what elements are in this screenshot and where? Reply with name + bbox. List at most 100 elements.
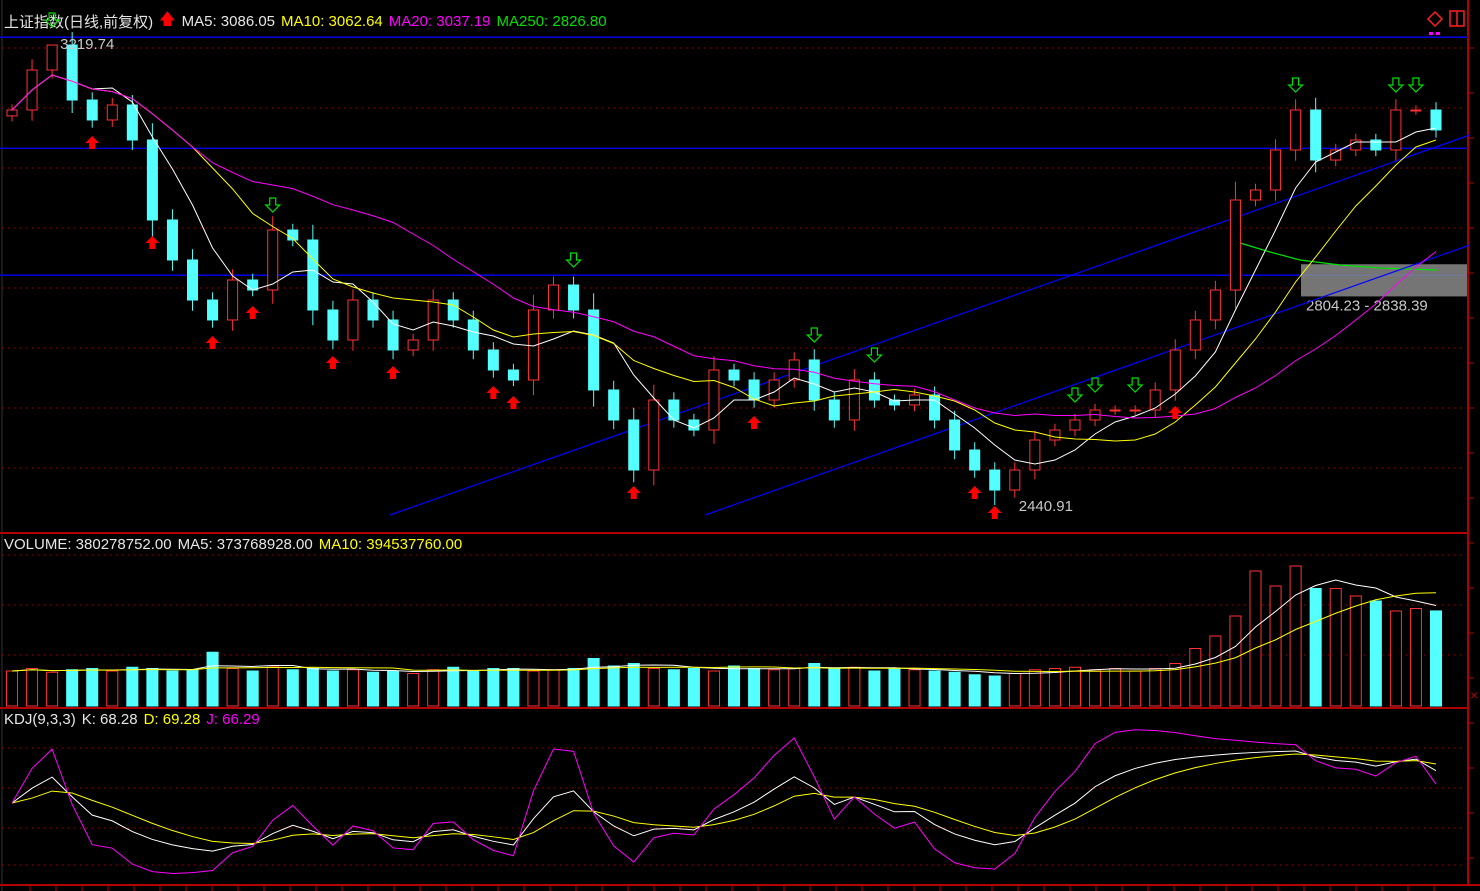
candle-body (126, 104, 138, 141)
price-band (1301, 264, 1467, 297)
ma20-value: MA20: 3037.19 (388, 13, 491, 30)
volume-bar (547, 669, 560, 707)
volume-bar (1369, 600, 1382, 707)
volume-bar (1129, 670, 1142, 707)
sell-arrow-icon (43, 12, 61, 28)
volume-bar (1329, 588, 1342, 707)
candle-body (1189, 319, 1201, 351)
volume-bar (387, 670, 400, 707)
volume-bar (1249, 570, 1262, 707)
close-pane-icon[interactable]: × (1470, 687, 1478, 703)
candle-body (648, 399, 660, 471)
candle-body (1029, 439, 1041, 471)
kdj-d-value: D: 69.28 (143, 711, 201, 728)
candle-body (227, 279, 239, 321)
volume-bar (647, 668, 660, 707)
sell-arrow-icon (1407, 77, 1425, 93)
candle-body (929, 394, 941, 421)
candle-body (868, 379, 880, 401)
candle-body (1229, 199, 1241, 291)
candle-body (728, 369, 740, 381)
candle-body (1109, 409, 1121, 412)
volume-bar (86, 668, 99, 707)
sell-arrow-icon (865, 347, 883, 363)
volume-bar (1028, 669, 1041, 707)
volume-ma10-line (11, 592, 1437, 673)
buy-arrow-icon (205, 335, 220, 349)
buy-arrow-icon (145, 235, 160, 249)
candle-body (1209, 289, 1221, 321)
candle-body (327, 309, 339, 341)
candle-body (568, 284, 580, 311)
volume-bar (46, 671, 59, 707)
kdj-j-value: J: 66.29 (206, 711, 260, 728)
candle-body (1410, 109, 1422, 112)
buy-arrow-icon (626, 486, 641, 500)
kdj-j-line (11, 729, 1437, 875)
candle-body (1290, 109, 1302, 151)
candle-body (828, 399, 840, 421)
candle-body (888, 399, 900, 406)
volume-bar (1349, 595, 1362, 707)
volume-bar (607, 665, 620, 707)
candle-body (86, 99, 98, 121)
candle-body (1069, 419, 1081, 431)
volume-bars (5, 565, 1443, 707)
volume-bar (427, 669, 440, 707)
volume-bar (1309, 588, 1322, 707)
axis-ticks (29, 47, 1474, 891)
candle-body (46, 44, 58, 71)
volume-bar (487, 668, 500, 707)
kdj-name: KDJ(9,3,3) (4, 711, 76, 728)
candle-body (467, 319, 479, 351)
ma20-line (11, 74, 1437, 419)
ma5-value: MA5: 3086.05 (181, 13, 276, 30)
sell-arrow-icon (565, 252, 583, 268)
candle-body (166, 219, 178, 261)
candle-body (307, 239, 319, 311)
volume-bar (1149, 668, 1162, 707)
candle-body (1310, 109, 1322, 161)
trendline-upper[interactable] (389, 134, 1471, 516)
volume-bar (868, 670, 881, 707)
sell-arrow-icon (1287, 77, 1305, 93)
horizontal-levels (0, 36, 1468, 276)
volume-bar (968, 674, 981, 707)
sell-arrow-icon (1066, 387, 1084, 403)
low-label: 2440.91 (1019, 498, 1073, 515)
high-label: 3219.74 (60, 36, 114, 53)
volume-ma5-line (11, 579, 1437, 675)
volume-bar (206, 651, 219, 707)
volume-bar (768, 669, 781, 707)
volume-bar (788, 668, 801, 707)
candle-body (1249, 189, 1262, 201)
volume-bar (567, 668, 580, 707)
trendline-lower[interactable] (704, 244, 1471, 516)
candle-body (848, 379, 860, 421)
candle-body (1430, 109, 1442, 131)
volume-bar (1289, 565, 1302, 707)
sell-arrow-icon (1387, 77, 1405, 93)
volume-bar (627, 663, 640, 707)
buy-arrow-icon (245, 306, 260, 320)
buy-arrow-icon (1168, 405, 1183, 419)
ma250-value: MA250: 2826.80 (496, 13, 607, 30)
candle-body (1169, 349, 1181, 391)
volume-ma10-value: MA10: 394537760.00 (318, 536, 463, 553)
volume-bar (748, 668, 761, 707)
chart-title: 上证指数(日线,前复权) (4, 14, 154, 31)
candle-body (447, 299, 459, 321)
volume-bar (126, 666, 139, 707)
volume-bar (667, 669, 680, 707)
up-arrow-icon: 🡅 (159, 11, 176, 28)
moving-averages (11, 74, 1437, 465)
diamond-icon[interactable] (1426, 10, 1444, 28)
candle-body (6, 109, 18, 117)
volume-bar (66, 669, 79, 707)
price-band-label: 2804.23 - 2838.39 (1306, 297, 1428, 314)
candle-body (949, 419, 961, 451)
volume-bar (728, 665, 741, 707)
volume-bar (1269, 585, 1282, 707)
volume-bar (988, 675, 1001, 707)
